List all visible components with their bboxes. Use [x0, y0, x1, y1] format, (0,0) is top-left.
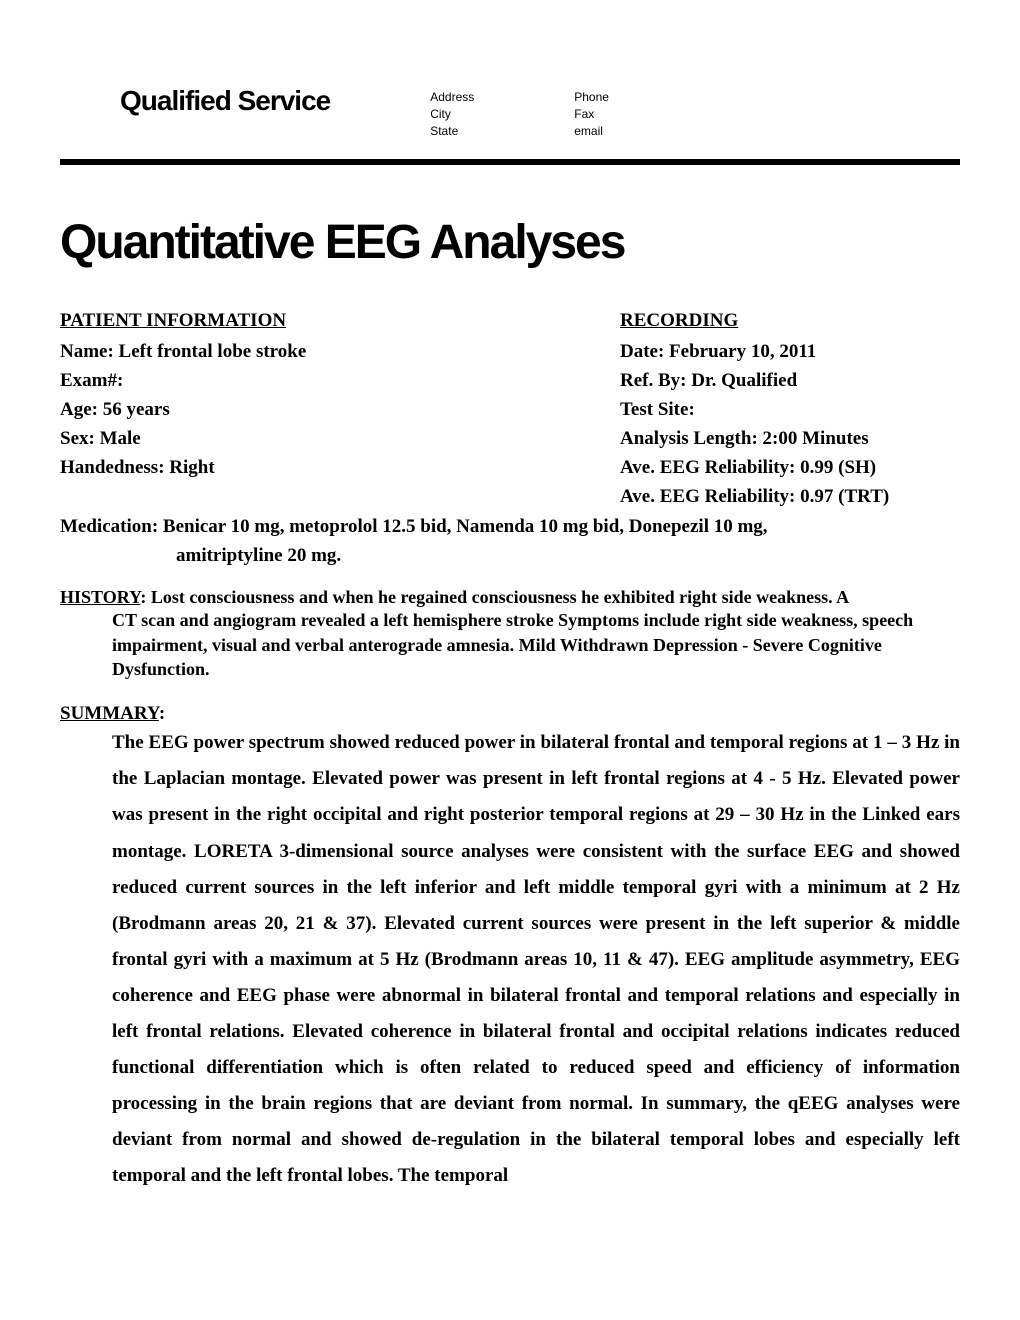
address-line: Address: [430, 89, 474, 106]
letterhead: Qualified Service Address City State Pho…: [60, 85, 960, 139]
referred-by: Ref. By: Dr. Qualified: [620, 370, 960, 392]
recording-info-column: RECORDING Date: February 10, 2011 Ref. B…: [620, 310, 960, 508]
history-first-line: HISTORY: Lost consciousness and when he …: [60, 587, 960, 608]
test-site: Test Site:: [620, 399, 960, 421]
patient-name: Name: Left frontal lobe stroke: [60, 341, 306, 363]
state-line: State: [430, 123, 474, 140]
medication-line2: amitriptyline 20 mg.: [176, 545, 960, 567]
recording-header: RECORDING: [620, 310, 960, 332]
fax-line: Fax: [574, 106, 609, 123]
contact-column: Phone Fax email: [574, 89, 609, 139]
history-section: HISTORY: Lost consciousness and when he …: [60, 587, 960, 681]
patient-handedness: Handedness: Right: [60, 457, 306, 479]
history-body: CT scan and angiogram revealed a left he…: [112, 608, 960, 681]
exam-number: Exam#:: [60, 370, 306, 392]
history-label: HISTORY: [60, 587, 140, 607]
address-column: Address City State: [430, 89, 474, 139]
reliability-sh: Ave. EEG Reliability: 0.99 (SH): [620, 457, 960, 479]
analysis-length: Analysis Length: 2:00 Minutes: [620, 428, 960, 450]
summary-body: The EEG power spectrum showed reduced po…: [112, 725, 960, 1194]
patient-age: Age: 56 years: [60, 399, 306, 421]
header-contact-info: Address City State Phone Fax email: [430, 89, 609, 139]
document-title: Quantitative EEG Analyses: [60, 215, 960, 270]
recording-date: Date: February 10, 2011: [620, 341, 960, 363]
patient-sex: Sex: Male: [60, 428, 306, 450]
header-divider: [60, 159, 960, 165]
medication-line1: Medication: Benicar 10 mg, metoprolol 12…: [60, 516, 960, 538]
email-line: email: [574, 123, 609, 140]
info-section: PATIENT INFORMATION Name: Left frontal l…: [60, 310, 960, 508]
service-name: Qualified Service: [120, 85, 330, 117]
patient-info-column: PATIENT INFORMATION Name: Left frontal l…: [60, 310, 306, 508]
phone-line: Phone: [574, 89, 609, 106]
city-line: City: [430, 106, 474, 123]
patient-info-header: PATIENT INFORMATION: [60, 310, 306, 332]
history-first-text: : Lost consciousness and when he regaine…: [140, 587, 849, 607]
summary-label: SUMMARY: [60, 703, 159, 724]
summary-header-line: SUMMARY:: [60, 703, 960, 725]
reliability-trt: Ave. EEG Reliability: 0.97 (TRT): [620, 486, 960, 508]
summary-colon: :: [159, 703, 165, 724]
